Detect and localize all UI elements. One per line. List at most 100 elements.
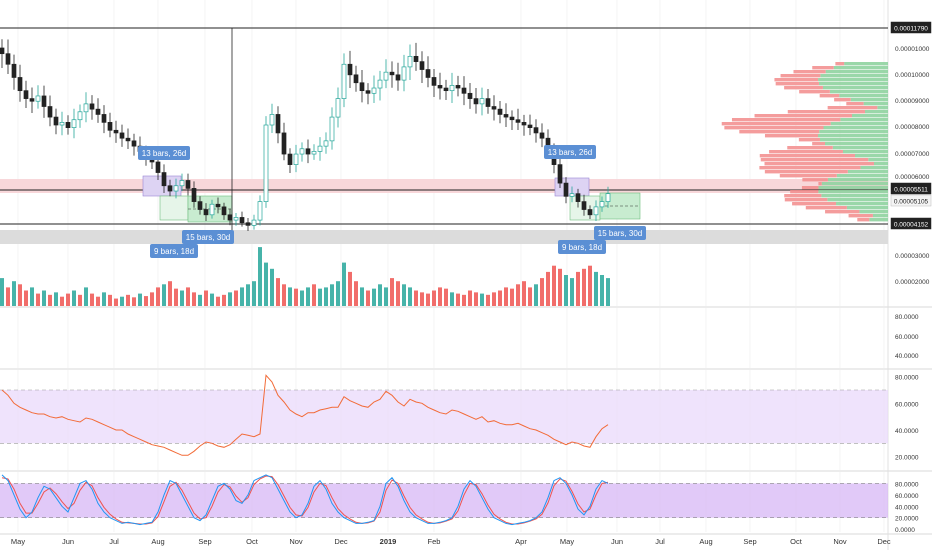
bars-annotation-label: 15 bars, 30d [186, 233, 230, 242]
price-tag-label: 0.00004152 [894, 222, 929, 229]
candle-body [341, 63, 347, 99]
volume-profile-bar [812, 66, 834, 70]
volume-bar [252, 281, 256, 306]
volume-bar [162, 284, 166, 306]
volume-bar [204, 290, 208, 306]
volume-profile-bar [818, 82, 888, 86]
x-axis-label: Oct [246, 537, 259, 546]
candle-body [527, 124, 533, 128]
x-axis-label: Dec [334, 537, 348, 546]
volume-profile-bar [799, 90, 830, 94]
price-axis-tick: 0.00007000 [895, 151, 930, 158]
candle-body [503, 114, 509, 118]
x-axis-label: Dec [877, 537, 891, 546]
volume-bar [492, 292, 496, 306]
volume-bar [192, 292, 196, 306]
volume-bar [264, 262, 268, 306]
volume-bar [228, 292, 232, 306]
volume-bar [354, 281, 358, 306]
price-axis-tick: 0.00002000 [895, 279, 930, 286]
candle-body [371, 87, 377, 94]
volume-bar [366, 290, 370, 306]
volume-profile-bar [863, 102, 888, 106]
volume-profile-bar [855, 154, 888, 158]
volume-profile-bar [872, 214, 888, 218]
candle-body [77, 111, 83, 121]
candle-body [563, 182, 569, 197]
price-axis-tick: 0.00006000 [895, 174, 930, 181]
volume-profile-bar [864, 110, 888, 114]
candle-body [443, 87, 449, 92]
volume-bar [480, 293, 484, 306]
x-axis-label: Jun [62, 537, 74, 546]
volume-bar [594, 271, 598, 306]
volume-bar [408, 287, 412, 306]
volume-bar [582, 268, 586, 306]
candle-body [23, 90, 29, 99]
candle-body [167, 185, 173, 192]
price-axis-tick: 0.00008000 [895, 124, 930, 131]
bars-annotation-label: 15 bars, 30d [598, 229, 642, 238]
volume-bar [150, 292, 154, 306]
volume-bar [360, 287, 364, 306]
candle-body [539, 132, 545, 139]
volume-bar [6, 287, 10, 306]
volume-profile-bar [775, 82, 819, 86]
volume-profile-bar [840, 118, 888, 122]
volume-bar [60, 296, 64, 306]
indicator-axis-tick: 80.0000 [895, 314, 919, 321]
candle-body [407, 55, 413, 68]
volume-bar [54, 292, 58, 306]
volume-profile-bar [819, 138, 888, 142]
volume-profile-bar [812, 142, 825, 146]
rsi-axis-tick: 60.0000 [895, 401, 919, 408]
bars-annotation-box [544, 145, 596, 159]
volume-profile-bar [759, 166, 861, 170]
volume-profile-bar [844, 62, 888, 66]
price-tag-box [890, 217, 932, 230]
resistance-band [0, 179, 888, 193]
volume-bar [414, 290, 418, 306]
volume-bar [468, 290, 472, 306]
price-axis-tick: 0.00003000 [895, 253, 930, 260]
volume-bar [294, 288, 298, 306]
candle-body [275, 114, 281, 134]
stoch-axis-tick: 80.0000 [895, 481, 919, 488]
volume-profile-bar [802, 178, 828, 182]
volume-bar [486, 294, 490, 306]
bars-annotation-box [138, 146, 190, 160]
volume-bar [90, 293, 94, 306]
volume-profile-bar [824, 142, 888, 146]
volume-bar [120, 296, 124, 306]
candle-body [209, 203, 215, 216]
candle-body [509, 116, 515, 121]
stoch-band [0, 483, 888, 518]
candle-body [389, 71, 395, 76]
candle-body [557, 164, 563, 184]
volume-bar [498, 290, 502, 306]
volume-profile-bar [842, 150, 888, 154]
candle-body [419, 61, 425, 70]
volume-profile-bar [827, 178, 888, 182]
rsi-axis-tick: 20.0000 [895, 455, 919, 462]
indicator-axis-tick: 40.0000 [895, 353, 919, 360]
candle-body [107, 122, 113, 131]
volume-bar [210, 293, 214, 306]
x-axis-label: Feb [428, 537, 441, 546]
volume-bar [384, 287, 388, 306]
stoch-axis-tick: 20.0000 [895, 516, 919, 523]
volume-bar [396, 281, 400, 306]
x-axis-label: Nov [289, 537, 303, 546]
price-tag-box [890, 21, 932, 34]
volume-profile-bar [764, 162, 874, 166]
x-axis-label: Sep [198, 537, 211, 546]
candle-body [593, 206, 599, 216]
stoch-d-line [1, 475, 609, 525]
bars-annotation-label: 13 bars, 26d [142, 149, 186, 158]
volume-profile-bar [825, 210, 860, 214]
volume-bar [132, 297, 136, 306]
rsi-axis-tick: 40.0000 [895, 428, 919, 435]
volume-bar [426, 293, 430, 306]
volume-profile-bar [834, 98, 851, 102]
candle-body [317, 145, 323, 152]
